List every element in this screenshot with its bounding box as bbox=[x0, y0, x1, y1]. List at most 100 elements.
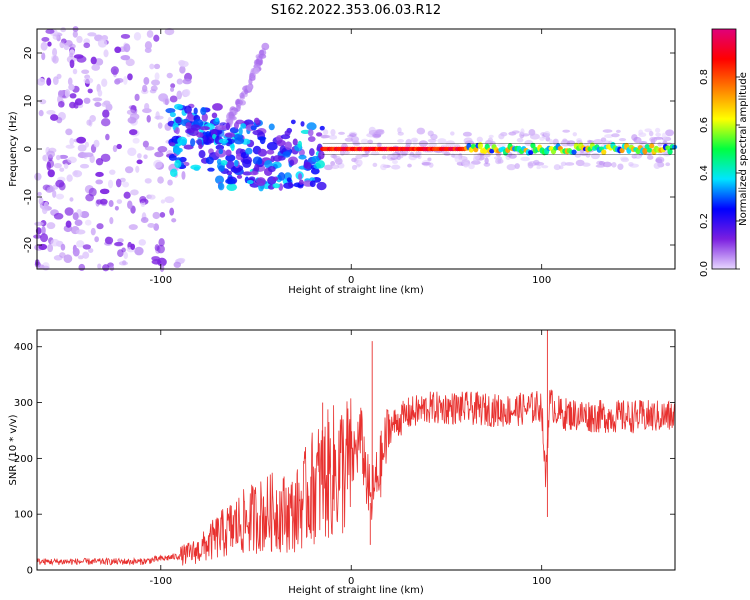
spectrogram-arc-blob bbox=[239, 92, 245, 99]
spectrogram-noise-blob bbox=[177, 257, 186, 263]
spectrogram-halo-blob bbox=[416, 127, 426, 135]
spectrogram-noise-blob bbox=[182, 78, 192, 85]
spectrogram-transition-blob bbox=[272, 176, 279, 181]
spectrogram-transition-blob bbox=[289, 159, 295, 167]
spectrogram-transition-blob bbox=[290, 119, 296, 125]
spectrogram-halo-blob bbox=[598, 160, 606, 166]
spectrogram-noise-blob bbox=[123, 43, 131, 53]
spectrogram-noise-blob bbox=[176, 90, 183, 100]
spectrogram-line-segment bbox=[667, 148, 673, 155]
spectrogram-noise-blob bbox=[90, 56, 97, 65]
spectrogram-arc-blob bbox=[251, 76, 256, 81]
spectrogram-noise-blob bbox=[85, 193, 95, 202]
spectrogram-halo-blob bbox=[351, 157, 357, 163]
spectrogram-noise-blob bbox=[129, 129, 138, 136]
spectrogram-halo-blob bbox=[657, 142, 663, 147]
spectrogram-noise-blob bbox=[142, 84, 148, 93]
spectrogram-halo-blob bbox=[450, 153, 456, 158]
spectrogram-noise-blob bbox=[94, 101, 102, 107]
snr-y-tick-label: 100 bbox=[14, 510, 33, 521]
spectrogram-transition-blob bbox=[190, 164, 202, 170]
spectrogram-halo-blob bbox=[397, 127, 402, 134]
spectrogram-halo-blob bbox=[648, 130, 654, 137]
spectrogram-transition-blob bbox=[199, 126, 210, 131]
spectrogram-noise-blob bbox=[144, 41, 153, 50]
spectrogram-transition-blob bbox=[190, 138, 196, 147]
spectrogram-transition-blob bbox=[298, 179, 304, 185]
spectrogram-transition-blob bbox=[266, 149, 275, 155]
spectrogram-y-tick-label: 20 bbox=[23, 47, 34, 60]
spectrogram-noise-blob bbox=[46, 150, 55, 158]
spectrogram-transition-blob bbox=[218, 148, 224, 155]
spectrogram-x-label: Height of straight line (km) bbox=[288, 285, 424, 296]
spectrogram-noise-blob bbox=[78, 263, 86, 272]
spectrogram-transition-blob bbox=[218, 138, 229, 144]
spectrogram-halo-blob bbox=[410, 137, 419, 143]
spectrogram-halo-blob bbox=[360, 138, 369, 145]
spectrogram-noise-blob bbox=[176, 78, 183, 85]
spectrogram-arc-blob bbox=[228, 115, 235, 120]
spectrogram-halo-blob bbox=[595, 164, 605, 168]
spectrogram-noise-blob bbox=[69, 137, 75, 146]
spectrogram-halo-blob bbox=[430, 133, 438, 140]
spectrogram-noise-blob bbox=[114, 205, 119, 211]
snr-y-tick-label: 200 bbox=[14, 454, 33, 465]
spectrogram-halo-blob bbox=[590, 152, 600, 160]
spectrogram-halo-blob bbox=[415, 151, 422, 156]
spectrogram-noise-blob bbox=[164, 27, 175, 36]
spectrogram-transition-blob bbox=[190, 124, 201, 131]
spectrogram-halo-blob bbox=[487, 137, 493, 143]
spectrogram-noise-blob bbox=[110, 66, 119, 75]
spectrogram-noise-blob bbox=[59, 252, 66, 258]
spectrogram-transition-blob bbox=[319, 125, 325, 131]
spectrogram-halo-blob bbox=[617, 163, 624, 170]
spectrogram-noise-blob bbox=[73, 54, 84, 59]
spectrogram-transition-blob bbox=[298, 154, 307, 160]
spectrogram-transition-blob bbox=[256, 177, 266, 187]
snr-x-label: Height of straight line (km) bbox=[288, 585, 424, 596]
spectrogram-line-segment bbox=[473, 147, 479, 153]
spectrogram-halo-blob bbox=[496, 143, 507, 148]
spectrogram-halo-blob bbox=[368, 126, 376, 134]
spectrogram-halo-blob bbox=[661, 132, 667, 139]
snr-y-label: SNR (10 * v/v) bbox=[8, 414, 19, 485]
spectrogram-noise-blob bbox=[63, 45, 70, 51]
spectrogram-noise-blob bbox=[114, 241, 123, 246]
spectrogram-halo-blob bbox=[380, 163, 388, 171]
spectrogram-transition-blob bbox=[316, 132, 323, 137]
spectrogram-transition-blob bbox=[315, 160, 326, 169]
spectrogram-noise-blob bbox=[69, 93, 77, 99]
spectrogram-noise-blob bbox=[46, 77, 52, 86]
spectrogram-x-tick-label: 100 bbox=[532, 275, 551, 286]
spectrogram-halo-blob bbox=[585, 151, 591, 158]
spectrogram-halo-blob bbox=[370, 151, 380, 156]
spectrogram-noise-blob bbox=[34, 172, 42, 181]
spectrogram-noise-blob bbox=[86, 119, 92, 126]
spectrogram-noise-blob bbox=[115, 178, 122, 188]
spectrogram-noise-blob bbox=[114, 78, 121, 85]
spectrogram-halo-blob bbox=[543, 130, 551, 138]
spectrogram-halo-blob bbox=[649, 136, 658, 143]
spectrogram-noise-blob bbox=[88, 248, 94, 253]
spectrogram-arc-blob bbox=[258, 53, 267, 59]
spectrogram-halo-blob bbox=[468, 163, 475, 170]
spectrogram-transition-blob bbox=[242, 171, 252, 176]
spectrogram-noise-blob bbox=[108, 199, 114, 207]
spectrogram-noise-blob bbox=[58, 154, 69, 159]
spectrogram-noise-blob bbox=[164, 98, 169, 106]
spectrogram-halo-blob bbox=[655, 127, 661, 133]
snr-x-tick-label: 0 bbox=[348, 576, 354, 587]
spectrogram-transition-blob bbox=[298, 173, 303, 181]
colorbar-tick-label: 0.2 bbox=[699, 213, 710, 229]
spectrogram-halo-blob bbox=[407, 163, 412, 168]
spectrogram-transition-blob bbox=[242, 159, 252, 168]
spectrogram-noise-blob bbox=[37, 191, 42, 197]
spectrogram-noise-blob bbox=[59, 167, 65, 172]
spectrogram-transition-blob bbox=[272, 155, 282, 162]
spectrogram-transition-blob bbox=[225, 149, 232, 157]
spectrogram-transition-blob bbox=[207, 167, 215, 172]
spectrogram-noise-blob bbox=[107, 179, 114, 189]
spectrogram-transition-blob bbox=[292, 138, 298, 146]
spectrogram-noise-blob bbox=[40, 233, 49, 243]
spectrogram-noise-blob bbox=[151, 259, 162, 265]
